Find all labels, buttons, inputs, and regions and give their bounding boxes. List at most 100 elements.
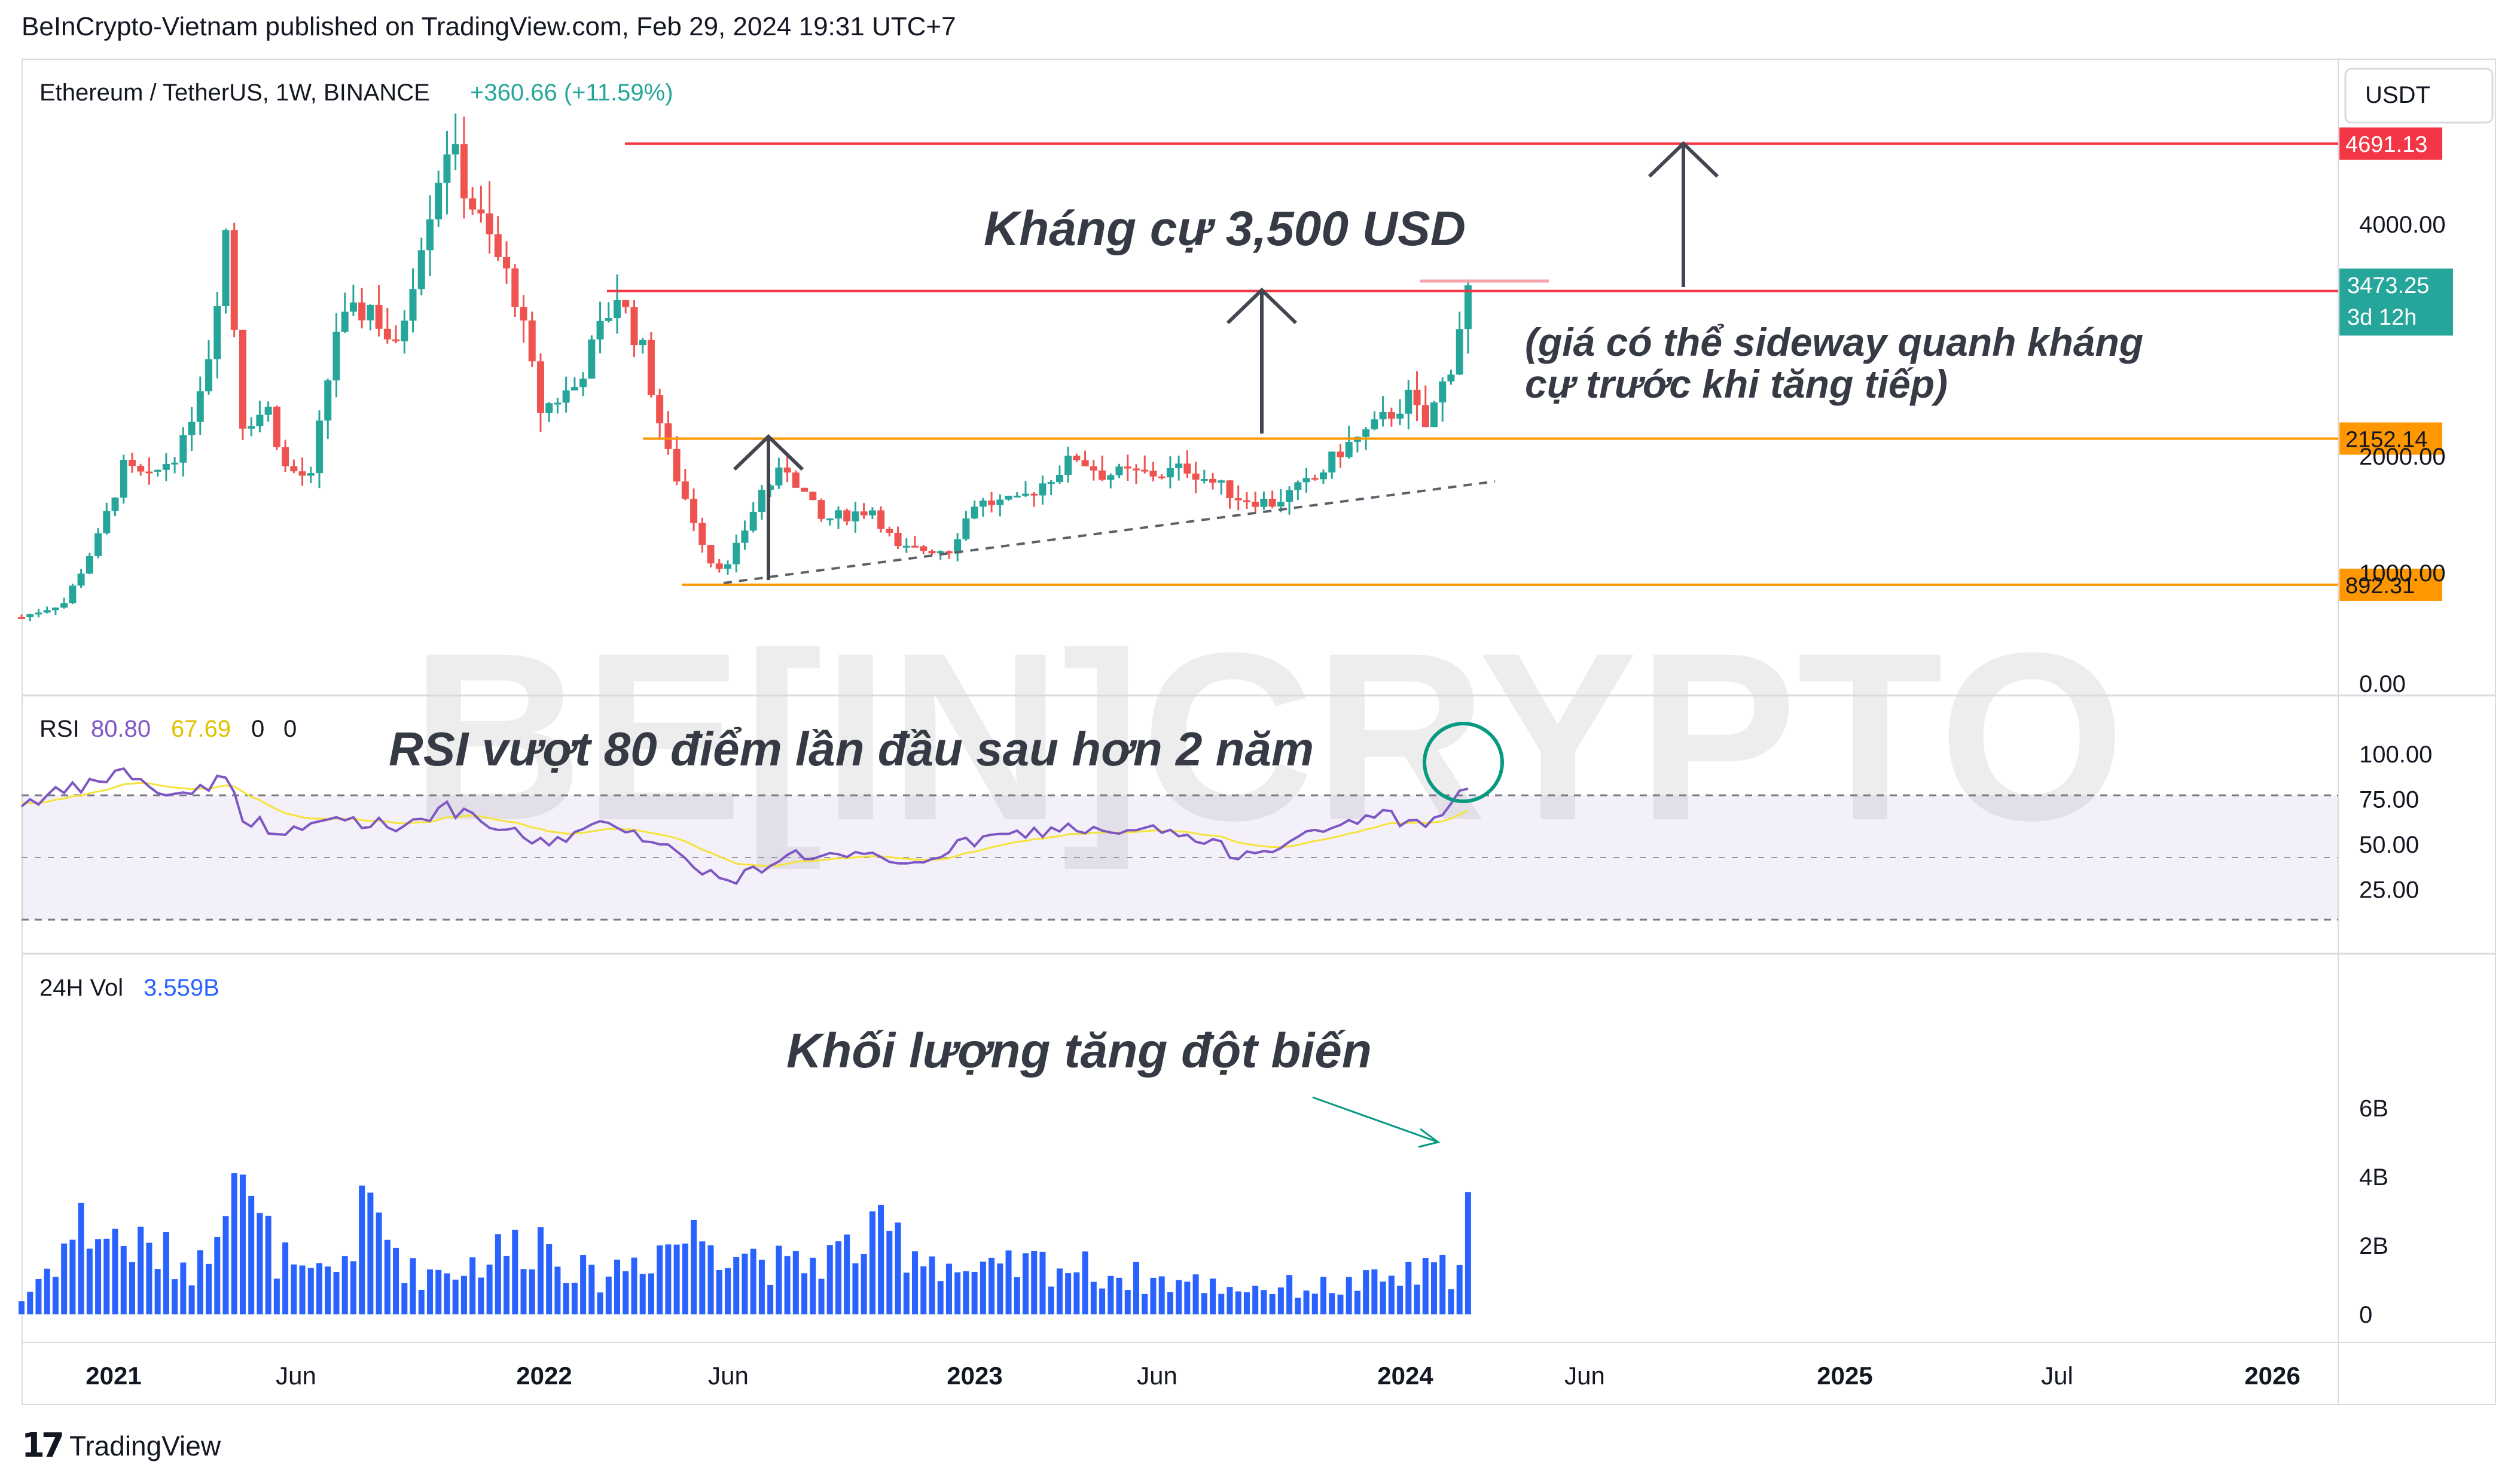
volume-bar: [469, 1257, 476, 1314]
tradingview-logo-icon: 17: [22, 1426, 65, 1465]
candle-body: [1456, 329, 1463, 375]
volume-bar: [588, 1264, 595, 1314]
volume-bar: [758, 1259, 765, 1314]
candle-body: [1132, 468, 1140, 471]
candle-body: [1107, 475, 1115, 480]
arrow-up-3[interactable]: [1648, 141, 1719, 287]
candle-body: [843, 510, 851, 521]
volume-bar: [529, 1269, 535, 1314]
volume-bar: [563, 1283, 569, 1314]
currency-button[interactable]: [2344, 68, 2494, 124]
candle-body: [588, 339, 596, 379]
candle-body: [307, 473, 315, 476]
candle-body: [834, 510, 842, 519]
candle-body: [128, 460, 136, 466]
volume-bar: [989, 1258, 995, 1314]
volume-bar: [878, 1204, 884, 1314]
rsi-tick: 100.00: [2359, 741, 2432, 768]
volume-bar: [19, 1301, 25, 1314]
candle-body: [451, 144, 459, 155]
volume-bar: [707, 1245, 714, 1314]
volume-bar: [257, 1213, 263, 1314]
time-tick: 2021: [86, 1362, 141, 1390]
candle-body: [1141, 469, 1149, 472]
volume-bar: [1243, 1292, 1250, 1314]
candle-body: [614, 300, 621, 319]
candle-body: [1311, 478, 1319, 480]
candle-body: [171, 462, 179, 465]
candle-body: [733, 542, 740, 564]
candle-body: [18, 617, 25, 619]
candle-body: [69, 585, 77, 603]
volume-bar: [784, 1256, 791, 1314]
volume-bar: [1465, 1192, 1471, 1314]
candle-body: [1090, 466, 1097, 471]
volume-bar: [826, 1245, 833, 1314]
candle-body: [681, 481, 689, 499]
volume-tick: 6B: [2359, 1095, 2388, 1122]
volume-bar: [163, 1232, 169, 1314]
volume-bar: [571, 1283, 578, 1314]
candle-body: [1320, 472, 1328, 480]
symbol-title: Ethereum / TetherUS, 1W, BINANCE: [39, 80, 430, 106]
target-arrows[interactable]: [733, 141, 1719, 580]
candle-body: [1371, 419, 1378, 429]
candle-body: [724, 564, 731, 569]
candle-body: [1200, 478, 1208, 481]
candle-body: [545, 403, 553, 413]
rsi-highlight-circle[interactable]: [1423, 722, 1504, 803]
volume-bar: [716, 1270, 722, 1314]
volume-bar: [138, 1226, 144, 1314]
volume-bar: [597, 1292, 603, 1314]
volume-bar: [376, 1212, 382, 1314]
candle-body: [111, 498, 119, 511]
candle-body: [1081, 460, 1089, 466]
volume-bar: [478, 1277, 484, 1314]
volume-bar: [1167, 1292, 1173, 1314]
time-tick: 2023: [947, 1362, 1002, 1390]
price-tick: 0.00: [2359, 671, 2406, 697]
volume-bar: [750, 1249, 756, 1314]
candle-body: [1379, 412, 1387, 420]
publish-header: BeInCrypto-Vietnam published on TradingV…: [22, 12, 956, 41]
volume-bar: [818, 1278, 825, 1314]
support-trendline[interactable]: [723, 480, 1496, 584]
volume-bar: [1363, 1270, 1369, 1314]
candle-body: [264, 407, 272, 415]
candle-body: [324, 380, 332, 421]
arrow-up-1[interactable]: [733, 434, 804, 580]
volume-bar: [495, 1234, 501, 1314]
volume-bar: [605, 1276, 612, 1314]
level-tag-text-892.31: 892.31: [2345, 573, 2415, 599]
volume-bar: [1005, 1250, 1012, 1314]
candle-body: [554, 402, 562, 405]
volume-bar: [452, 1279, 459, 1314]
volume-bar: [1090, 1281, 1097, 1314]
volume-bar: [120, 1246, 127, 1314]
arrow-up-2[interactable]: [1226, 287, 1298, 434]
candle-body: [358, 302, 366, 321]
volume-bar: [444, 1273, 450, 1314]
rsi-extra-2: 0: [283, 716, 297, 742]
candle-body: [996, 499, 1004, 505]
volume-bar: [801, 1273, 808, 1314]
candle-body: [196, 391, 204, 422]
volume-bar: [1150, 1277, 1157, 1314]
volume-bar: [384, 1240, 390, 1314]
candle-body: [383, 328, 391, 340]
candle-body: [1218, 480, 1225, 483]
candle-body: [826, 518, 834, 521]
candle-body: [332, 331, 340, 381]
candle-body: [162, 463, 170, 470]
volume-bar: [1295, 1298, 1301, 1314]
volume-bar: [903, 1273, 910, 1314]
candle-body: [945, 551, 953, 554]
rsi-label: RSI: [39, 716, 80, 742]
volume-bar: [1014, 1277, 1020, 1314]
candle-body: [749, 511, 757, 531]
symbol-change: +360.66 (+11.59%): [470, 80, 673, 106]
volume-bar: [1218, 1293, 1225, 1314]
volume-annotation: Khối lượng tăng đột biến: [786, 1024, 1372, 1078]
